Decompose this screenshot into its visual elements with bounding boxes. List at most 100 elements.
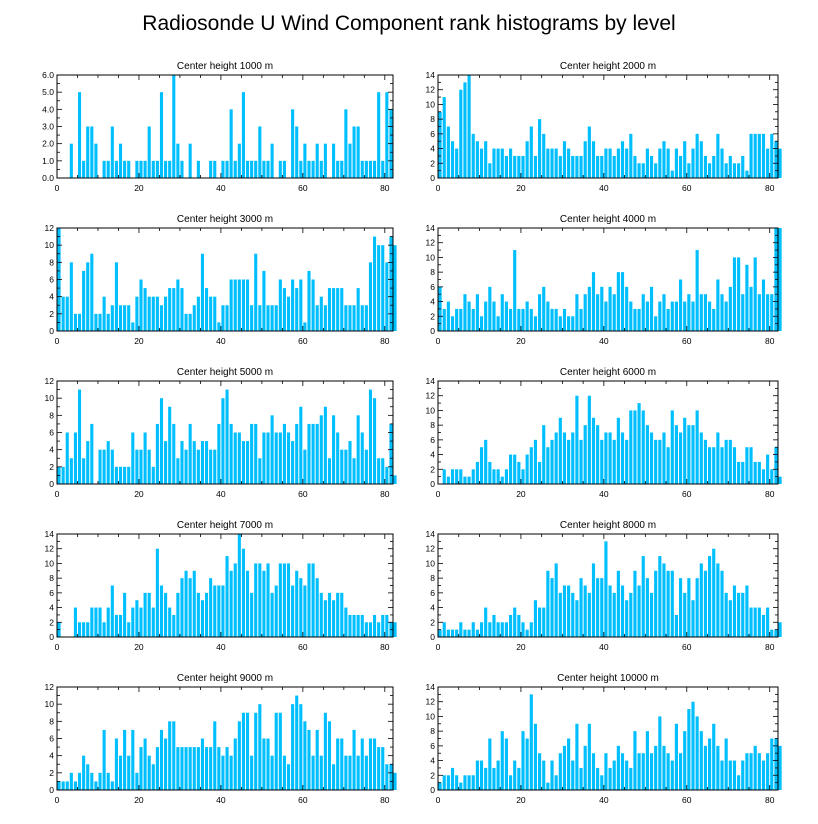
histogram-bar bbox=[262, 570, 266, 637]
histogram-bar bbox=[327, 721, 332, 790]
histogram-bar bbox=[176, 143, 180, 178]
histogram-bar bbox=[699, 141, 703, 178]
histogram-bar bbox=[508, 148, 513, 178]
y-tick-label: 10 bbox=[45, 393, 55, 403]
histogram-bar bbox=[340, 592, 344, 637]
histogram-bar bbox=[73, 607, 77, 637]
x-tick-label: 60 bbox=[298, 642, 308, 652]
histogram-bar bbox=[662, 745, 666, 790]
histogram-bar bbox=[542, 286, 546, 331]
histogram-bar bbox=[678, 432, 683, 484]
histogram-bar bbox=[373, 236, 377, 331]
histogram-bar bbox=[508, 614, 513, 637]
panel-title: Center height 3000 m bbox=[177, 214, 273, 225]
histogram-bar bbox=[102, 160, 106, 178]
histogram-bar bbox=[368, 262, 373, 331]
histogram-bar bbox=[77, 622, 82, 637]
histogram-bar bbox=[737, 461, 741, 484]
histogram-bar bbox=[492, 301, 496, 331]
histogram-bar bbox=[241, 92, 245, 178]
histogram-bar bbox=[745, 585, 749, 637]
histogram-bar bbox=[139, 747, 143, 790]
histogram-bar bbox=[737, 163, 741, 178]
y-tick-label: 12 bbox=[426, 85, 436, 95]
histogram-bar bbox=[579, 767, 583, 790]
histogram-bar bbox=[484, 439, 488, 484]
histogram-bar bbox=[654, 439, 658, 484]
histogram-bar bbox=[319, 755, 323, 790]
y-tick-label: 14 bbox=[45, 529, 55, 539]
x-tick-label: 80 bbox=[380, 489, 390, 499]
histogram-bar bbox=[385, 262, 389, 331]
panel-title: Center height 10000 m bbox=[557, 673, 659, 684]
histogram-bar bbox=[517, 461, 521, 484]
x-tick-label: 0 bbox=[55, 642, 60, 652]
histogram-bar bbox=[575, 395, 579, 484]
y-tick-label: 8 bbox=[430, 114, 435, 124]
histogram-bar bbox=[155, 296, 159, 331]
y-tick-label: 6 bbox=[430, 435, 435, 445]
histogram-bar bbox=[554, 432, 558, 484]
histogram-bar bbox=[753, 133, 757, 178]
y-tick-label: 6 bbox=[430, 129, 435, 139]
histogram-bar bbox=[217, 747, 221, 790]
histogram-bar bbox=[250, 305, 254, 331]
histogram-bar bbox=[741, 155, 745, 178]
histogram-bar bbox=[61, 781, 65, 790]
histogram-bar bbox=[118, 466, 123, 484]
histogram-bar bbox=[637, 163, 641, 178]
histogram-bar bbox=[442, 97, 446, 178]
histogram-bar bbox=[699, 563, 703, 637]
histogram-bar bbox=[770, 738, 774, 790]
y-tick-label: 2 bbox=[430, 617, 435, 627]
histogram-bar bbox=[332, 415, 336, 484]
histogram-bar bbox=[110, 585, 114, 637]
histogram-bar bbox=[488, 622, 492, 637]
histogram-bar bbox=[712, 308, 716, 331]
histogram-bar bbox=[741, 760, 745, 790]
x-tick-label: 0 bbox=[436, 336, 441, 346]
y-tick-label: 6 bbox=[430, 741, 435, 751]
histogram-bar bbox=[205, 747, 209, 790]
histogram-bar bbox=[209, 747, 213, 790]
histogram-bar bbox=[637, 585, 641, 637]
histogram-bar bbox=[241, 712, 245, 790]
histogram-bar bbox=[245, 160, 250, 178]
histogram-bar bbox=[114, 614, 118, 637]
histogram-bar bbox=[550, 439, 554, 484]
histogram-bar bbox=[61, 296, 65, 331]
histogram-bar bbox=[695, 716, 699, 790]
histogram-bar bbox=[517, 155, 521, 178]
y-tick-label: 10 bbox=[45, 558, 55, 568]
histogram-bar bbox=[82, 622, 86, 637]
x-tick-label: 40 bbox=[599, 183, 609, 193]
histogram-bar bbox=[245, 570, 250, 637]
histogram-bar bbox=[364, 449, 368, 484]
histogram-bar bbox=[344, 755, 348, 790]
histogram-bar bbox=[562, 141, 567, 178]
histogram-bar bbox=[192, 305, 196, 331]
histogram-bar bbox=[766, 148, 770, 178]
histogram-bar bbox=[678, 155, 683, 178]
histogram-bar bbox=[475, 294, 479, 331]
y-tick-label: 6 bbox=[49, 428, 54, 438]
y-tick-label: 5.0 bbox=[42, 87, 54, 97]
histogram-bar bbox=[188, 423, 192, 484]
histogram-bar bbox=[716, 745, 720, 790]
histogram-bar bbox=[336, 432, 340, 484]
y-tick-label: 12 bbox=[45, 223, 55, 233]
y-tick-label: 8 bbox=[430, 420, 435, 430]
histogram-bar bbox=[513, 760, 517, 790]
histogram-bar bbox=[778, 745, 782, 790]
histogram-bar bbox=[629, 767, 633, 790]
histogram-bar bbox=[558, 417, 562, 484]
histogram-bar bbox=[778, 228, 782, 331]
histogram-bar bbox=[250, 423, 254, 484]
histogram-bar bbox=[393, 245, 397, 331]
histogram-bar bbox=[695, 133, 699, 178]
histogram-bar bbox=[123, 305, 127, 331]
histogram-bar bbox=[637, 308, 641, 331]
histogram-bar bbox=[282, 755, 286, 790]
histogram-bar bbox=[683, 301, 687, 331]
histogram-bar bbox=[139, 449, 143, 484]
